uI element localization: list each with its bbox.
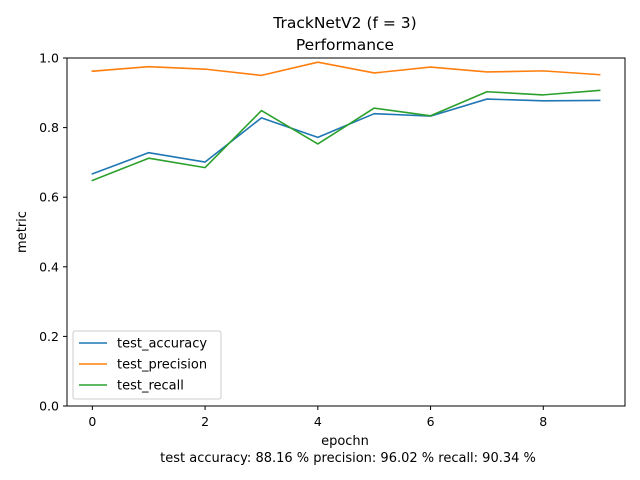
y-tick-label: 0.0 bbox=[39, 399, 59, 414]
summary-caption: test accuracy: 88.16 % precision: 96.02 … bbox=[160, 451, 536, 466]
x-axis-label: epochn bbox=[321, 434, 369, 449]
series-layer bbox=[91, 61, 601, 182]
chart-title-line1: TrackNetV2 (f = 3) bbox=[272, 14, 416, 32]
x-tick-label: 4 bbox=[314, 414, 322, 429]
y-tick-label: 0.4 bbox=[39, 259, 59, 274]
y-tick-label: 0.2 bbox=[39, 329, 59, 344]
y-axis-ticks: 0.0 0.2 0.4 0.6 0.8 1.0 bbox=[39, 51, 67, 414]
series-line-test-accuracy bbox=[91, 98, 601, 175]
y-tick-label: 0.8 bbox=[39, 120, 59, 135]
legend-label: test_precision bbox=[117, 358, 207, 373]
legend-box bbox=[72, 330, 222, 400]
chart-title-line2: Performance bbox=[296, 36, 394, 54]
legend-label: test_accuracy bbox=[117, 337, 207, 352]
x-tick-label: 2 bbox=[201, 414, 209, 429]
x-tick-label: 8 bbox=[539, 414, 547, 429]
x-tick-label: 0 bbox=[88, 414, 96, 429]
y-tick-label: 1.0 bbox=[39, 51, 59, 66]
series-line-test-precision bbox=[91, 61, 601, 77]
legend-label: test_recall bbox=[117, 379, 184, 394]
x-tick-label: 6 bbox=[427, 414, 435, 429]
y-axis-label: metric bbox=[15, 211, 30, 253]
plot-area-frame bbox=[66, 57, 626, 407]
legend: test_accuracy test_precision test_recall bbox=[72, 330, 222, 400]
series-line-test-recall bbox=[91, 89, 601, 182]
legend-items: test_accuracy test_precision test_recall bbox=[79, 337, 207, 394]
x-axis-ticks: 0 2 4 6 8 bbox=[88, 406, 547, 429]
y-tick-label: 0.6 bbox=[39, 190, 59, 205]
